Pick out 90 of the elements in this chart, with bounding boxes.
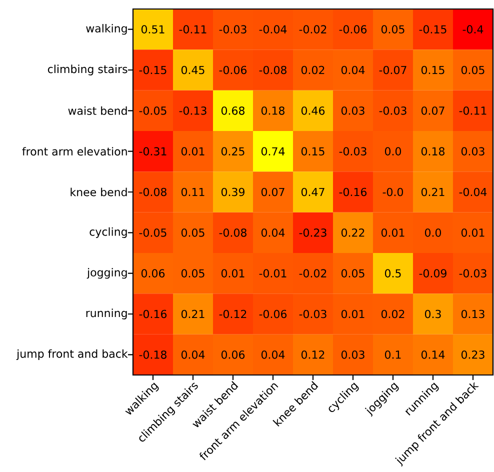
- data-label: 0.23: [461, 350, 484, 359]
- data-label: -0.09: [419, 269, 446, 278]
- data-label: 0.0: [384, 147, 402, 156]
- data-label: 0.1: [384, 350, 401, 359]
- data-label: -0.03: [299, 310, 326, 318]
- data-label: 0.04: [181, 350, 205, 359]
- y-tick-label: walking: [86, 24, 127, 35]
- y-tick-label: knee bend: [70, 188, 127, 196]
- data-label: -0.0: [382, 188, 403, 196]
- data-label: 0.45: [181, 66, 204, 74]
- data-label: -0.04: [459, 188, 487, 196]
- data-label: 0.03: [341, 350, 364, 359]
- y-tick-label: cycling: [90, 227, 127, 238]
- data-label: 0.3: [424, 310, 441, 318]
- data-label: -0.01: [259, 269, 286, 278]
- data-label: -0.31: [139, 147, 166, 156]
- data-label: -0.12: [219, 310, 246, 318]
- data-label: 0.18: [421, 147, 444, 156]
- data-label: 0.03: [341, 106, 364, 115]
- y-tick-label: climbing stairs: [48, 64, 128, 76]
- data-label: 0.11: [181, 188, 204, 196]
- data-label: -0.05: [139, 106, 166, 115]
- data-label: -0.04: [259, 25, 287, 34]
- data-label: 0.05: [381, 25, 404, 34]
- data-label: -0.16: [339, 188, 367, 196]
- y-tick-label: jump front and back: [16, 349, 128, 360]
- data-label: -0.08: [259, 66, 286, 74]
- data-label: 0.06: [141, 269, 165, 278]
- data-label: 0.03: [461, 147, 484, 156]
- data-label: -0.03: [459, 269, 486, 278]
- data-label: 0.04: [261, 350, 285, 359]
- data-label: 0.12: [301, 350, 324, 359]
- data-label: -0.03: [339, 147, 366, 156]
- data-label: -0.03: [379, 106, 406, 115]
- data-label: -0.15: [139, 66, 166, 74]
- data-label: 0.21: [181, 310, 204, 318]
- data-label: -0.4: [462, 25, 484, 34]
- data-label: -0.23: [299, 228, 326, 237]
- data-label: -0.06: [259, 310, 287, 318]
- y-tick-label: waist bend: [68, 106, 127, 115]
- data-label: 0.05: [181, 228, 204, 237]
- data-label: -0.08: [219, 228, 246, 237]
- data-label: 0.04: [261, 228, 285, 237]
- data-label: -0.13: [179, 106, 206, 115]
- data-label: 0.14: [421, 350, 445, 359]
- data-label: 0.25: [221, 147, 244, 156]
- data-label: -0.07: [379, 66, 406, 74]
- data-label: 0.05: [341, 269, 364, 278]
- data-label: 0.04: [341, 66, 365, 74]
- data-label: 0.01: [181, 147, 204, 156]
- data-label: 0.5: [384, 269, 401, 278]
- data-label: 0.51: [141, 25, 164, 34]
- data-label: 0.21: [421, 188, 444, 196]
- data-label: -0.08: [139, 188, 166, 196]
- data-label: 0.01: [381, 228, 404, 237]
- data-label: 0.06: [221, 350, 245, 359]
- data-label: -0.06: [219, 66, 247, 74]
- data-label: 0.07: [261, 188, 284, 196]
- data-label: 0.47: [301, 188, 324, 196]
- data-label: 0.46: [301, 106, 325, 115]
- data-label: -0.03: [219, 25, 246, 34]
- data-label: -0.11: [179, 25, 206, 34]
- data-label: 0.05: [181, 269, 204, 278]
- data-label: 0.02: [381, 310, 404, 318]
- data-label: 0.22: [341, 228, 364, 237]
- data-label: 0.01: [221, 269, 244, 278]
- data-label: 0.02: [301, 66, 324, 74]
- y-tick-label: running: [86, 308, 127, 320]
- data-label: -0.02: [299, 269, 326, 278]
- data-label: 0.68: [221, 106, 244, 115]
- data-label: 0.01: [341, 310, 364, 318]
- data-label: 0.0: [424, 228, 442, 237]
- data-label: 0.01: [461, 228, 484, 237]
- data-label: -0.15: [419, 25, 446, 34]
- data-label: -0.02: [299, 25, 326, 34]
- data-label: 0.39: [221, 188, 244, 196]
- data-label: 0.07: [421, 106, 444, 115]
- data-label: 0.15: [421, 66, 444, 74]
- data-label: -0.18: [139, 350, 166, 359]
- data-label: 0.18: [261, 106, 284, 115]
- y-tick-label: jogging: [86, 268, 127, 279]
- data-label: 0.74: [261, 147, 285, 156]
- data-label: -0.05: [139, 228, 166, 237]
- y-tick-label: front arm elevation: [22, 147, 127, 156]
- data-label: 0.13: [461, 310, 484, 318]
- data-label: -0.16: [139, 310, 167, 318]
- data-label: -0.11: [459, 106, 486, 115]
- data-label: 0.15: [301, 147, 324, 156]
- data-label: -0.06: [339, 25, 367, 34]
- data-label: 0.05: [461, 66, 484, 74]
